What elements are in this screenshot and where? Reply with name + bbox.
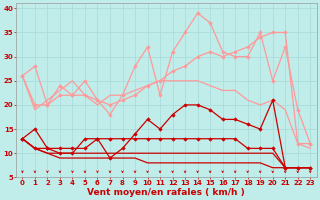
X-axis label: Vent moyen/en rafales ( km/h ): Vent moyen/en rafales ( km/h ) — [87, 188, 245, 197]
